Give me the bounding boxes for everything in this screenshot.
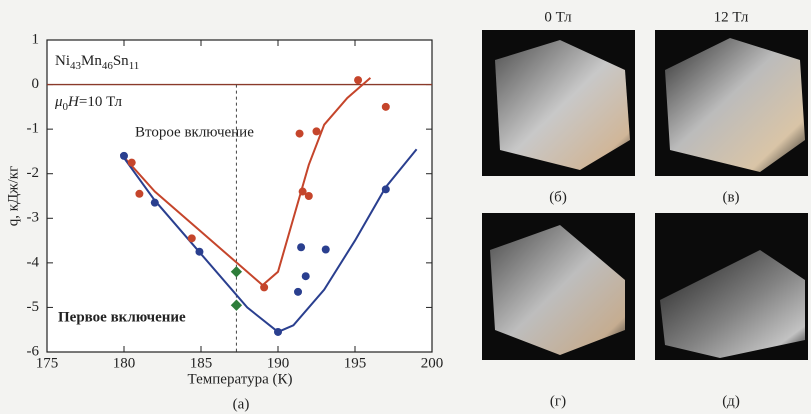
data-point (195, 247, 204, 256)
y-axis-label: q, кДж/кг (5, 166, 21, 227)
series-label: Первое включение (58, 309, 186, 325)
series-label: Второе включение (135, 124, 254, 140)
fit-curve (120, 77, 372, 287)
x-tick-label: 175 (36, 355, 59, 371)
photo-g (482, 213, 635, 360)
data-point (297, 243, 306, 252)
x-tick-label: 195 (344, 355, 367, 371)
symbol: H (67, 94, 80, 110)
data-point (354, 76, 363, 85)
data-point (150, 198, 159, 207)
composition: Ni43Mn46Sn11 (55, 53, 139, 71)
photo-label: (в) (722, 189, 739, 205)
extra-point (230, 299, 243, 311)
y-tick-label: -5 (27, 299, 40, 315)
data-point (381, 102, 390, 111)
data-point (135, 189, 144, 198)
photo-v (655, 30, 808, 176)
subscript: 46 (102, 60, 114, 72)
x-tick-label: 190 (267, 355, 290, 371)
x-tick-label: 185 (190, 355, 213, 371)
photo-label: (д) (722, 393, 740, 409)
photo-label: (б) (549, 189, 567, 205)
y-tick-label: -4 (27, 254, 40, 270)
panel-label: (а) (233, 396, 250, 412)
data-point (274, 327, 282, 336)
photo-title: 0 Тл (544, 9, 572, 25)
x-tick-label: 180 (113, 355, 136, 371)
data-point (127, 158, 136, 167)
data-point (321, 245, 330, 254)
data-point (298, 187, 307, 196)
data-point (312, 127, 321, 136)
data-point (301, 272, 310, 281)
field-label: μ0H=10 Тл (54, 94, 123, 112)
y-tick-label: -1 (27, 121, 40, 137)
photo-d (655, 213, 808, 360)
symbol: μ (54, 94, 63, 110)
element: Ni (55, 53, 70, 69)
photo-label: (г) (550, 393, 566, 409)
element: Mn (81, 53, 102, 69)
y-tick-label: 0 (32, 76, 40, 92)
y-tick-label: -2 (27, 165, 40, 181)
extra-point (230, 266, 243, 278)
y-tick-label: 1 (32, 31, 40, 47)
value: =10 Тл (79, 94, 123, 110)
data-point (304, 192, 313, 200)
y-tick-label: -6 (27, 343, 40, 359)
x-axis-label: Температура (К) (188, 371, 293, 387)
x-tick-label: 200 (421, 355, 444, 371)
data-point (120, 151, 128, 160)
data-point (295, 129, 304, 138)
data-point (294, 287, 303, 296)
subscript: 11 (129, 60, 140, 72)
y-tick-label: -3 (27, 210, 40, 226)
subscript: 43 (70, 60, 82, 72)
photo-b (482, 30, 635, 176)
data-point (381, 185, 390, 194)
photo-title: 12 Тл (714, 9, 749, 25)
subscript: 0 (63, 101, 69, 113)
data-point (187, 234, 196, 243)
data-point (260, 283, 269, 292)
element: Sn (113, 53, 129, 69)
fit-curve (120, 148, 418, 334)
